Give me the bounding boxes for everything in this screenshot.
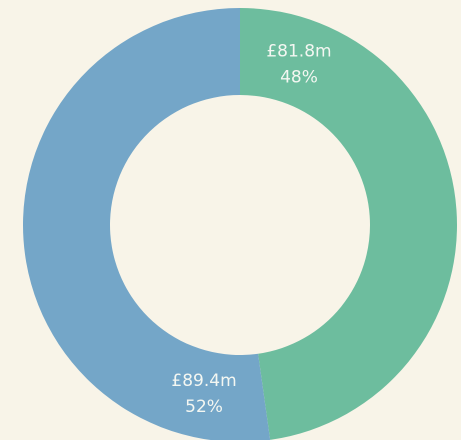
value-label: £81.8m (266, 41, 331, 61)
donut-segment (240, 8, 458, 440)
value-label: £89.4m (171, 371, 236, 391)
percentage-label: 52% (185, 397, 223, 417)
percentage-label: 48% (280, 67, 318, 87)
donut-segment (23, 8, 271, 440)
